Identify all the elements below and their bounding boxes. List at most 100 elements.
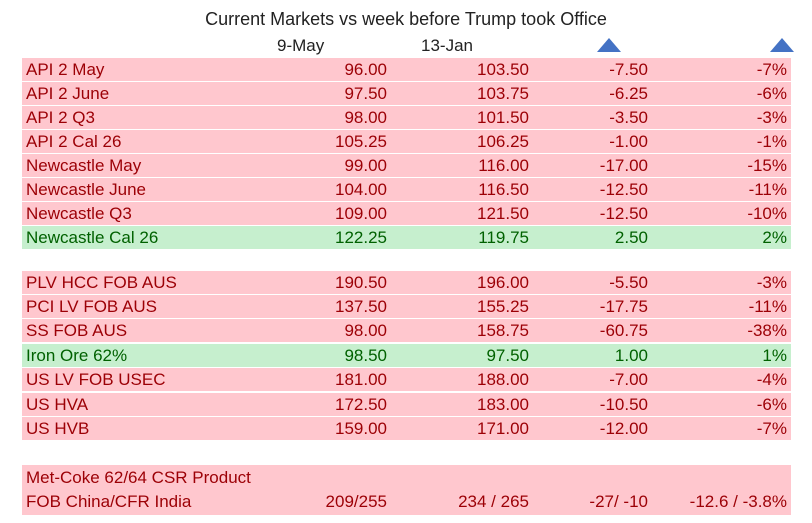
row-13-jan: 196.00 — [477, 273, 529, 292]
row-13-jan: 183.00 — [477, 395, 529, 414]
row-change: -5.50 — [609, 273, 648, 292]
triangle-up-icon — [770, 38, 794, 52]
row-change: -7.50 — [609, 60, 648, 79]
row-13-jan: 155.25 — [477, 297, 529, 316]
row-percent: -12.6 / -3.8% — [689, 492, 787, 511]
row-percent: -10% — [747, 204, 787, 223]
table-row: PCI LV FOB AUS 137.50 155.25 -17.75 -11% — [22, 295, 791, 318]
row-change: -3.50 — [609, 108, 648, 127]
row-13-jan: 119.75 — [478, 228, 529, 247]
row-13-jan: 116.50 — [478, 180, 529, 199]
row-percent: -3% — [756, 108, 787, 127]
row-9-may: 172.50 — [335, 395, 387, 414]
table-row: PLV HCC FOB AUS 190.50 196.00 -5.50 -3% — [22, 271, 791, 294]
row-name: US HVB — [26, 419, 90, 438]
table-row: FOB China/CFR India 209/255 234 / 265 -2… — [22, 490, 791, 513]
metcoke-title: Met-Coke 62/64 CSR Product — [26, 468, 251, 487]
row-9-may: 99.00 — [344, 156, 387, 175]
row-13-jan: 103.75 — [477, 84, 529, 103]
row-name: FOB China/CFR India — [26, 492, 192, 511]
table-row: Newcastle June 104.00 116.50 -12.50 -11% — [22, 178, 791, 201]
row-change: -12.50 — [599, 204, 648, 223]
table-row: Newcastle Q3 109.00 121.50 -12.50 -10% — [22, 202, 791, 225]
row-9-may: 105.25 — [335, 132, 387, 151]
row-9-may: 181.00 — [335, 370, 387, 389]
header-13-jan: 13-Jan — [421, 36, 473, 55]
table-title: Current Markets vs week before Trump too… — [205, 9, 607, 29]
row-percent: -11% — [748, 180, 787, 199]
metcoke-block: Met-Coke 62/64 CSR Product FOB China/CFR… — [22, 465, 791, 515]
row-name: Newcastle Cal 26 — [26, 228, 159, 247]
row-9-may: 98.00 — [344, 321, 387, 340]
row-change: -10.50 — [599, 395, 648, 414]
row-13-jan: 158.75 — [477, 321, 529, 340]
row-percent: -38% — [747, 321, 787, 340]
table-row: API 2 June 97.50 103.75 -6.25 -6% — [22, 82, 791, 105]
row-9-may: 98.00 — [344, 108, 387, 127]
row-change: -6.25 — [609, 84, 648, 103]
row-change: -27/ -10 — [589, 492, 648, 511]
row-percent: 1% — [762, 346, 787, 365]
row-percent: -4% — [756, 370, 787, 389]
table-row: US HVA 172.50 183.00 -10.50 -6% — [22, 393, 791, 416]
row-change: -60.75 — [599, 321, 648, 340]
table-row: API 2 May 96.00 103.50 -7.50 -7% — [22, 58, 791, 81]
row-change: -1.00 — [609, 132, 648, 151]
row-change: -17.75 — [599, 297, 648, 316]
row-percent: -1% — [756, 132, 787, 151]
row-name: US LV FOB USEC — [26, 370, 166, 389]
table-row: API 2 Cal 26 105.25 106.25 -1.00 -1% — [22, 130, 791, 153]
row-percent: -11% — [748, 297, 787, 316]
table-row: API 2 Q3 98.00 101.50 -3.50 -3% — [22, 106, 791, 129]
row-13-jan: 234 / 265 — [458, 492, 529, 511]
row-13-jan: 188.00 — [477, 370, 529, 389]
header-9-may: 9-May — [277, 36, 325, 55]
row-13-jan: 116.00 — [478, 156, 529, 175]
table-row: Newcastle May 99.00 116.00 -17.00 -15% — [22, 154, 791, 177]
table-row: Newcastle Cal 26 122.25 119.75 2.50 2% — [22, 226, 791, 249]
row-13-jan: 171.00 — [477, 419, 529, 438]
row-change: -7.00 — [609, 370, 648, 389]
row-name: PLV HCC FOB AUS — [26, 273, 177, 292]
triangle-up-icon — [597, 38, 621, 52]
row-name: Iron Ore 62% — [26, 346, 128, 365]
row-13-jan: 101.50 — [477, 108, 529, 127]
table-row: Iron Ore 62% 98.50 97.50 1.00 1% — [22, 344, 791, 367]
row-name: API 2 May — [26, 60, 105, 79]
row-name: Newcastle June — [26, 180, 147, 199]
row-name: Newcastle Q3 — [26, 204, 132, 223]
row-percent: -15% — [747, 156, 787, 175]
row-9-may: 190.50 — [335, 273, 387, 292]
row-13-jan: 121.50 — [477, 204, 529, 223]
row-change: -17.00 — [599, 156, 648, 175]
row-9-may: 122.25 — [335, 228, 387, 247]
row-percent: -3% — [756, 273, 787, 292]
row-change: -12.50 — [599, 180, 648, 199]
table-row: US HVB 159.00 171.00 -12.00 -7% — [22, 417, 791, 440]
row-9-may: 97.50 — [344, 84, 387, 103]
row-percent: -6% — [756, 395, 787, 414]
row-9-may: 104.00 — [335, 180, 387, 199]
row-9-may: 96.00 — [344, 60, 387, 79]
row-name: US HVA — [26, 395, 89, 414]
row-name: API 2 Cal 26 — [26, 132, 122, 151]
row-change: -12.00 — [599, 419, 648, 438]
row-name: API 2 Q3 — [26, 108, 95, 127]
row-9-may: 159.00 — [335, 419, 387, 438]
row-9-may: 109.00 — [335, 204, 387, 223]
row-13-jan: 106.25 — [477, 132, 529, 151]
table-row: US LV FOB USEC 181.00 188.00 -7.00 -4% — [22, 368, 791, 391]
row-percent: -7% — [756, 60, 787, 79]
row-9-may: 137.50 — [335, 297, 387, 316]
row-change: 1.00 — [614, 346, 648, 365]
row-name: API 2 June — [26, 84, 110, 103]
row-13-jan: 97.50 — [486, 346, 529, 365]
row-9-may: 98.50 — [344, 346, 387, 365]
row-change: 2.50 — [614, 228, 648, 247]
row-name: Newcastle May — [26, 156, 142, 175]
row-name: PCI LV FOB AUS — [26, 297, 158, 316]
row-percent: -7% — [756, 419, 787, 438]
row-percent: 2% — [762, 228, 787, 247]
row-13-jan: 103.50 — [477, 60, 529, 79]
row-9-may: 209/255 — [325, 492, 387, 511]
